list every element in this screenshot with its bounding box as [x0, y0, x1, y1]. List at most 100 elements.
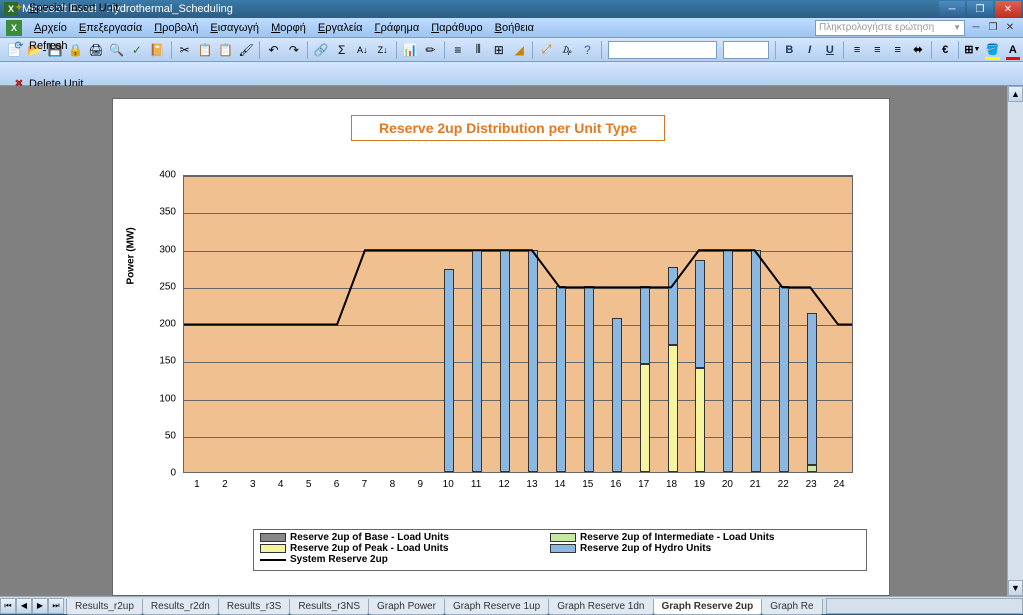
fill-button[interactable]: ◢	[510, 40, 528, 60]
borders-button[interactable]: ⊞▼	[963, 40, 981, 60]
ask-a-question-box[interactable]: Πληκτρολογήστε ερώτηση▼	[815, 20, 965, 36]
hyperlink-button[interactable]: 🔗	[312, 40, 330, 60]
scroll-up-button[interactable]: ▲	[1008, 86, 1023, 102]
italic-button[interactable]: I	[800, 40, 818, 60]
x-tick-7: 7	[362, 479, 368, 490]
sheet-tab-results-r2dn[interactable]: Results_r2dn	[142, 599, 219, 615]
menu-bar: X ΑρχείοΕπεξεργασίαΠροβολήΕισαγωγήΜορφήΕ…	[0, 18, 1023, 38]
y-axis: 050100150200250300350400	[151, 175, 181, 473]
sheet-tab-results-r3ns[interactable]: Results_r3NS	[289, 599, 369, 615]
x-tick-13: 13	[526, 479, 537, 490]
doc-minimize-button[interactable]: ─	[969, 21, 983, 35]
redo-button[interactable]: ↷	[285, 40, 303, 60]
window-titlebar: X Microsoft Excel - Hydrothermal_Schedul…	[0, 0, 1023, 18]
sheet-tab-graph-reserve-2up[interactable]: Graph Reserve 2up	[653, 599, 763, 615]
vertical-scrollbar[interactable]: ▲ ▼	[1007, 86, 1023, 596]
cut-button[interactable]: ✂	[176, 40, 194, 60]
menu-βοήθεια[interactable]: Βοήθεια	[489, 22, 540, 34]
window-minimize-button[interactable]: ─	[939, 1, 965, 17]
sheet-tab-graph-reserve-1dn[interactable]: Graph Reserve 1dn	[548, 599, 653, 615]
tab-last-button[interactable]: ⏭	[48, 598, 64, 614]
help-button[interactable]: ?	[578, 40, 596, 60]
x-tick-6: 6	[334, 479, 340, 490]
menu-εργαλεία[interactable]: Εργαλεία	[312, 22, 369, 34]
x-tick-4: 4	[278, 479, 284, 490]
y-tick-0: 0	[170, 468, 176, 479]
legend-item[interactable]: Reserve 2up of Peak - Load Units	[260, 543, 550, 554]
menu-εισαγωγή[interactable]: Εισαγωγή	[204, 22, 265, 34]
sheet-tab-results-r2up[interactable]: Results_r2up	[66, 599, 143, 615]
spelling-button[interactable]: ✓	[128, 40, 146, 60]
window-close-button[interactable]: ✕	[995, 1, 1021, 17]
doc-close-button[interactable]: ✕	[1003, 21, 1017, 35]
format-painter-button[interactable]: 🖌	[237, 40, 255, 60]
name-box[interactable]	[608, 41, 718, 59]
y-tick-300: 300	[159, 244, 176, 255]
fill-color-button[interactable]: 🪣	[983, 40, 1001, 60]
table-button[interactable]: ⊞	[490, 40, 508, 60]
copy-button[interactable]: 📋	[196, 40, 214, 60]
legend-item[interactable]: Reserve 2up of Hydro Units	[550, 543, 840, 554]
y-tick-150: 150	[159, 356, 176, 367]
underline-button[interactable]: U	[821, 40, 839, 60]
x-tick-24: 24	[833, 479, 844, 490]
bold-button[interactable]: B	[780, 40, 798, 60]
chart-wizard-button[interactable]: 📊	[401, 40, 419, 60]
menu-παράθυρο[interactable]: Παράθυρο	[425, 22, 488, 34]
by-row-button[interactable]: ≡	[449, 40, 467, 60]
custom-toolbar: ▶Run📄Insert Unit✦Special Insert Unit⟳Ref…	[0, 62, 1023, 86]
x-tick-23: 23	[806, 479, 817, 490]
drawing-button[interactable]: ✏	[421, 40, 439, 60]
align-center-button[interactable]: ≡	[868, 40, 886, 60]
autosum-button[interactable]: Σ	[333, 40, 351, 60]
align-left-button[interactable]: ≡	[848, 40, 866, 60]
menu-γράφημα[interactable]: Γράφημα	[369, 22, 426, 34]
sort-desc-button[interactable]: Z↓	[373, 40, 391, 60]
sheet-tab-graph-reserve-1up[interactable]: Graph Reserve 1up	[444, 599, 549, 615]
doc-restore-button[interactable]: ❐	[986, 21, 1000, 35]
scroll-down-button[interactable]: ▼	[1008, 580, 1023, 596]
by-column-button[interactable]: ⫴	[469, 40, 487, 60]
legend-item[interactable]: System Reserve 2up	[260, 554, 550, 565]
paste-button[interactable]: 📋	[216, 40, 234, 60]
currency-button[interactable]: ₯	[558, 40, 576, 60]
x-tick-10: 10	[443, 479, 454, 490]
tab-next-button[interactable]: ▶	[32, 598, 48, 614]
sheet-tab-graph-re[interactable]: Graph Re	[761, 599, 822, 615]
merge-button[interactable]: ⬌	[909, 40, 927, 60]
sheet-tab-graph-power[interactable]: Graph Power	[368, 599, 445, 615]
tab-prev-button[interactable]: ◀	[16, 598, 32, 614]
window-maximize-button[interactable]: ❐	[967, 1, 993, 17]
font-color-button[interactable]: A	[1004, 40, 1022, 60]
horizontal-scrollbar[interactable]	[826, 598, 1023, 614]
y-tick-400: 400	[159, 170, 176, 181]
currency-style-button[interactable]: €	[936, 40, 954, 60]
legend-item[interactable]: Reserve 2up of Base - Load Units	[260, 532, 550, 543]
menu-μορφή[interactable]: Μορφή	[265, 22, 312, 34]
x-tick-22: 22	[778, 479, 789, 490]
tab-first-button[interactable]: ⏮	[0, 598, 16, 614]
chart-sheet[interactable]: Reserve 2up Distribution per Unit Type P…	[112, 98, 890, 596]
sort-asc-button[interactable]: A↓	[353, 40, 371, 60]
work-area: Reserve 2up Distribution per Unit Type P…	[0, 86, 1007, 596]
align-right-button[interactable]: ≡	[889, 40, 907, 60]
font-size-box[interactable]	[723, 41, 769, 59]
legend-item[interactable]: Reserve 2up of Intermediate - Load Units	[550, 532, 840, 543]
x-tick-19: 19	[694, 479, 705, 490]
chart-title[interactable]: Reserve 2up Distribution per Unit Type	[351, 115, 665, 141]
y-tick-100: 100	[159, 393, 176, 404]
x-tick-9: 9	[418, 479, 424, 490]
chart-legend[interactable]: Reserve 2up of Base - Load UnitsReserve …	[253, 529, 867, 571]
plot-area[interactable]	[183, 175, 853, 473]
x-tick-12: 12	[498, 479, 509, 490]
special-insert-unit-button[interactable]: ✦Special Insert Unit	[6, 0, 124, 18]
angle-text-button[interactable]: ⤢	[537, 40, 555, 60]
x-tick-14: 14	[554, 479, 565, 490]
system-reserve-line	[184, 176, 852, 473]
sheet-tab-results-r3s[interactable]: Results_r3S	[218, 599, 290, 615]
research-button[interactable]: 📔	[148, 40, 166, 60]
undo-button[interactable]: ↶	[264, 40, 282, 60]
y-axis-label[interactable]: Power (MW)	[126, 227, 137, 284]
refresh-button[interactable]: ⟳Refresh	[6, 36, 124, 56]
menu-προβολή[interactable]: Προβολή	[148, 22, 204, 34]
